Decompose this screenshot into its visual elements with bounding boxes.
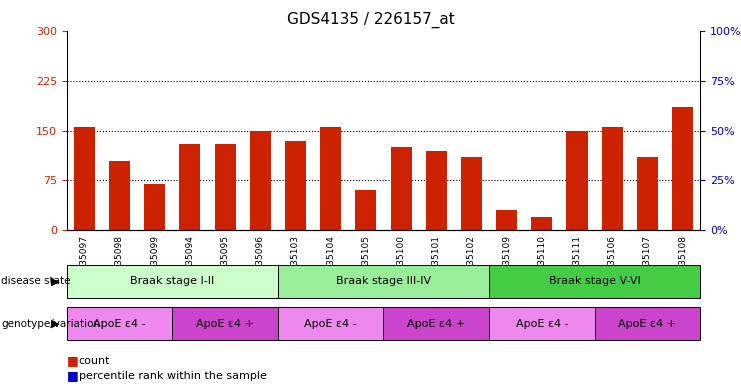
- Text: ApoE ε4 -: ApoE ε4 -: [93, 318, 146, 329]
- Bar: [566, 131, 588, 230]
- Text: ▶: ▶: [50, 318, 59, 329]
- Text: GDS4135 / 226157_at: GDS4135 / 226157_at: [287, 12, 454, 28]
- Text: disease state: disease state: [1, 276, 71, 286]
- Bar: [73, 127, 95, 230]
- Text: Braak stage III-IV: Braak stage III-IV: [336, 276, 431, 286]
- Bar: [489, 307, 594, 340]
- Bar: [356, 190, 376, 230]
- Text: ApoE ε4 -: ApoE ε4 -: [516, 318, 568, 329]
- Bar: [391, 147, 412, 230]
- Text: ■: ■: [67, 369, 79, 382]
- Text: ■: ■: [67, 354, 79, 367]
- Bar: [602, 127, 622, 230]
- Bar: [67, 265, 278, 298]
- Text: genotype/variation: genotype/variation: [1, 318, 101, 329]
- Text: ApoE ε4 +: ApoE ε4 +: [619, 318, 677, 329]
- Bar: [278, 265, 489, 298]
- Bar: [172, 307, 278, 340]
- Text: ▶: ▶: [50, 276, 59, 286]
- Bar: [461, 157, 482, 230]
- Bar: [285, 141, 306, 230]
- Text: Braak stage V-VI: Braak stage V-VI: [549, 276, 640, 286]
- Bar: [531, 217, 553, 230]
- Bar: [250, 131, 271, 230]
- Bar: [594, 307, 700, 340]
- Text: ApoE ε4 +: ApoE ε4 +: [408, 318, 465, 329]
- Bar: [278, 307, 384, 340]
- Bar: [67, 307, 172, 340]
- Bar: [320, 127, 341, 230]
- Bar: [672, 107, 694, 230]
- Text: percentile rank within the sample: percentile rank within the sample: [79, 371, 267, 381]
- Bar: [109, 161, 130, 230]
- Text: count: count: [79, 356, 110, 366]
- Bar: [425, 151, 447, 230]
- Bar: [384, 307, 489, 340]
- Text: ApoE ε4 +: ApoE ε4 +: [196, 318, 254, 329]
- Bar: [179, 144, 200, 230]
- Text: Braak stage I-II: Braak stage I-II: [130, 276, 214, 286]
- Bar: [496, 210, 517, 230]
- Bar: [144, 184, 165, 230]
- Text: ApoE ε4 -: ApoE ε4 -: [305, 318, 357, 329]
- Bar: [489, 265, 700, 298]
- Bar: [637, 157, 658, 230]
- Bar: [215, 144, 236, 230]
